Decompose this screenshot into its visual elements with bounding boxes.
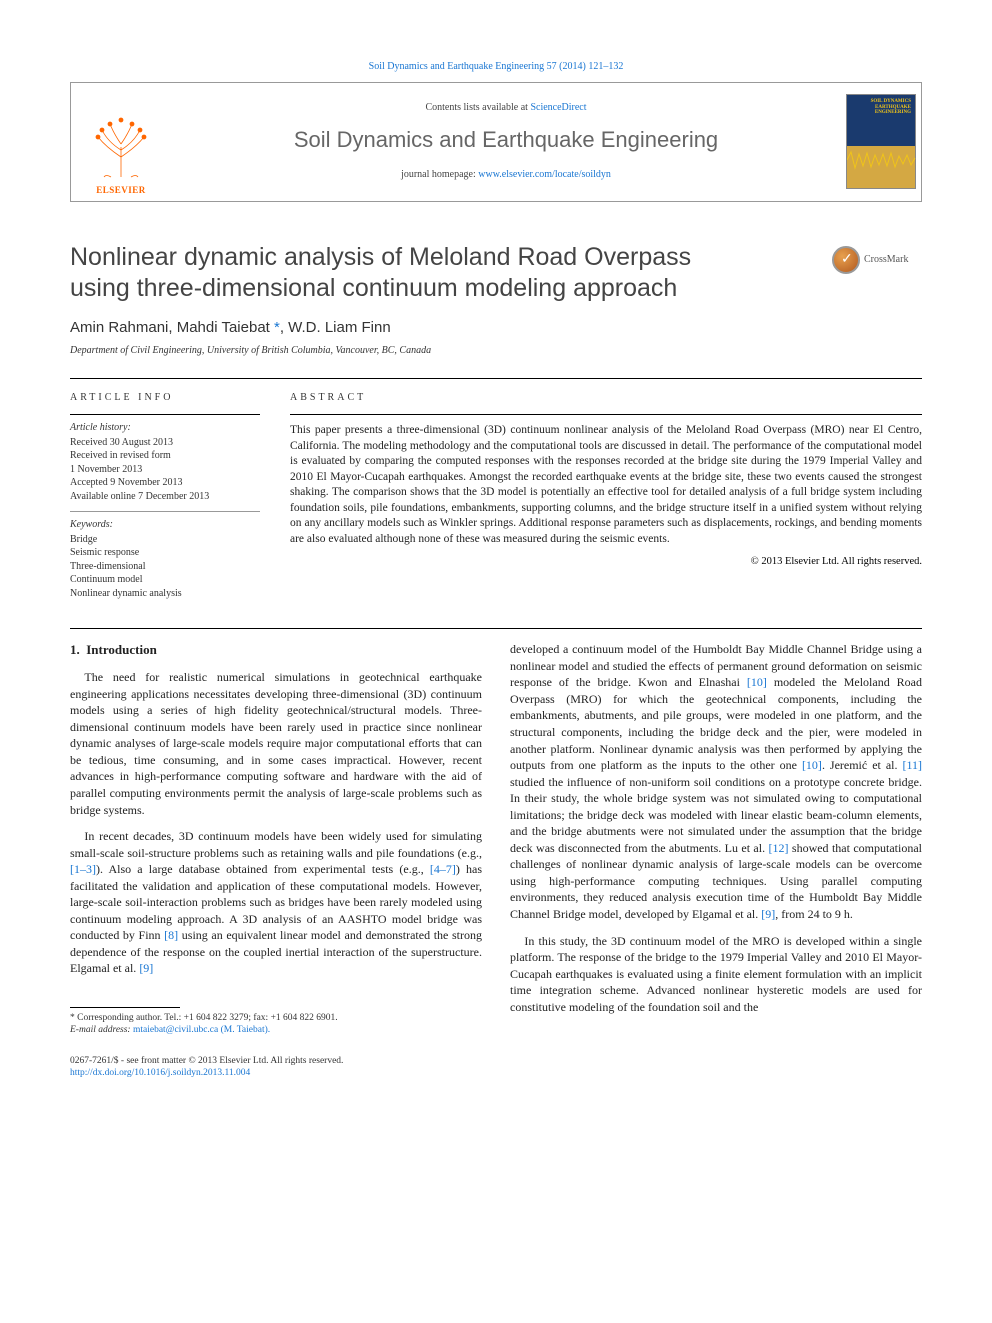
journal-header: ELSEVIER Contents lists available at Sci… <box>70 82 922 202</box>
keyword: Nonlinear dynamic analysis <box>70 587 260 601</box>
corr-text: Corresponding author. Tel.: +1 604 822 3… <box>77 1013 338 1023</box>
crossmark-label: CrossMark <box>864 253 908 267</box>
homepage-link[interactable]: www.elsevier.com/locate/soildyn <box>478 169 611 180</box>
header-center: Contents lists available at ScienceDirec… <box>171 83 841 201</box>
footnote: * Corresponding author. Tel.: +1 604 822… <box>70 1012 482 1037</box>
body-para: The need for realistic numerical simulat… <box>70 669 482 818</box>
abstract-rule <box>290 414 922 415</box>
footer-block: 0267-7261/$ - see front matter © 2013 El… <box>70 1055 482 1080</box>
body-span: ). Also a large database obtained from e… <box>96 862 430 876</box>
corresponding-star-icon: * <box>270 319 280 336</box>
keyword: Bridge <box>70 533 260 547</box>
article-title: Nonlinear dynamic analysis of Meloland R… <box>70 242 812 305</box>
body-span: . Jeremić et al. <box>822 758 903 772</box>
contents-prefix: Contents lists available at <box>425 102 530 113</box>
doi-link[interactable]: http://dx.doi.org/10.1016/j.soildyn.2013… <box>70 1067 482 1079</box>
cover-label: SOIL DYNAMICS EARTHQUAKE ENGINEERING <box>847 99 911 116</box>
authors-main: Amin Rahmani, Mahdi Taiebat <box>70 319 270 336</box>
ref-link[interactable]: [12] <box>769 841 789 855</box>
abstract-text: This paper presents a three-dimensional … <box>290 423 922 547</box>
abstract-heading: ABSTRACT <box>290 391 922 405</box>
ref-link[interactable]: [1–3] <box>70 862 96 876</box>
contents-line: Contents lists available at ScienceDirec… <box>425 101 586 115</box>
crossmark-icon <box>832 246 860 274</box>
sciencedirect-link[interactable]: ScienceDirect <box>530 102 586 113</box>
info-divider <box>70 511 260 512</box>
authors: Amin Rahmani, Mahdi Taiebat *, W.D. Liam… <box>70 318 922 338</box>
article-info-column: ARTICLE INFO Article history: Received 3… <box>70 391 260 601</box>
body-para: In recent decades, 3D continuum models h… <box>70 828 482 977</box>
rule-top <box>70 378 922 379</box>
publisher-logo: ELSEVIER <box>71 83 171 201</box>
journal-name: Soil Dynamics and Earthquake Engineering <box>294 125 718 155</box>
section-title: Introduction <box>86 642 157 657</box>
body-para: developed a continuum model of the Humbo… <box>510 641 922 922</box>
authors-last: , W.D. Liam Finn <box>280 319 391 336</box>
journal-cover-thumb: SOIL DYNAMICS EARTHQUAKE ENGINEERING <box>841 83 921 201</box>
publisher-name: ELSEVIER <box>75 184 167 196</box>
body-span: In recent decades, 3D continuum models h… <box>70 829 482 860</box>
ref-link[interactable]: [4–7] <box>430 862 456 876</box>
footnote-separator <box>70 1007 180 1008</box>
keywords-label: Keywords: <box>70 518 260 532</box>
info-rule <box>70 414 260 415</box>
section-heading: 1. Introduction <box>70 641 482 659</box>
title-line-2: using three-dimensional continuum modeli… <box>70 274 677 302</box>
ref-link[interactable]: [8] <box>164 928 178 942</box>
history-line: Available online 7 December 2013 <box>70 490 260 504</box>
history-line: Accepted 9 November 2013 <box>70 476 260 490</box>
history-line: 1 November 2013 <box>70 463 260 477</box>
ref-link[interactable]: [9] <box>761 907 775 921</box>
keyword: Seismic response <box>70 546 260 560</box>
footer-copyright: 0267-7261/$ - see front matter © 2013 El… <box>70 1055 482 1067</box>
ref-link[interactable]: [9] <box>139 961 153 975</box>
affiliation: Department of Civil Engineering, Univers… <box>70 344 922 358</box>
top-citation: Soil Dynamics and Earthquake Engineering… <box>70 60 922 74</box>
rule-mid <box>70 628 922 629</box>
keyword: Three-dimensional <box>70 560 260 574</box>
homepage-line: journal homepage: www.elsevier.com/locat… <box>401 168 611 182</box>
body-text: 1. Introduction The need for realistic n… <box>70 641 922 1079</box>
elsevier-tree-icon <box>76 112 166 182</box>
abstract-copyright: © 2013 Elsevier Ltd. All rights reserved… <box>290 555 922 569</box>
body-para: In this study, the 3D continuum model of… <box>510 933 922 1016</box>
ref-link[interactable]: [10] <box>802 758 822 772</box>
history-line: Received in revised form <box>70 449 260 463</box>
homepage-prefix: journal homepage: <box>401 169 478 180</box>
section-number: 1. <box>70 642 80 657</box>
abstract-column: ABSTRACT This paper presents a three-dim… <box>290 391 922 601</box>
history-label: Article history: <box>70 421 260 435</box>
email-link[interactable]: mtaiebat@civil.ubc.ca (M. Taiebat). <box>133 1025 270 1035</box>
keyword: Continuum model <box>70 573 260 587</box>
ref-link[interactable]: [11] <box>902 758 922 772</box>
email-label: E-mail address: <box>70 1025 133 1035</box>
article-info-heading: ARTICLE INFO <box>70 391 260 405</box>
body-span: , from 24 to 9 h. <box>775 907 853 921</box>
history-line: Received 30 August 2013 <box>70 436 260 450</box>
crossmark-badge[interactable]: CrossMark <box>832 246 922 274</box>
cover-wave-icon <box>847 150 917 170</box>
title-line-1: Nonlinear dynamic analysis of Meloland R… <box>70 243 691 271</box>
ref-link[interactable]: [10] <box>747 675 767 689</box>
